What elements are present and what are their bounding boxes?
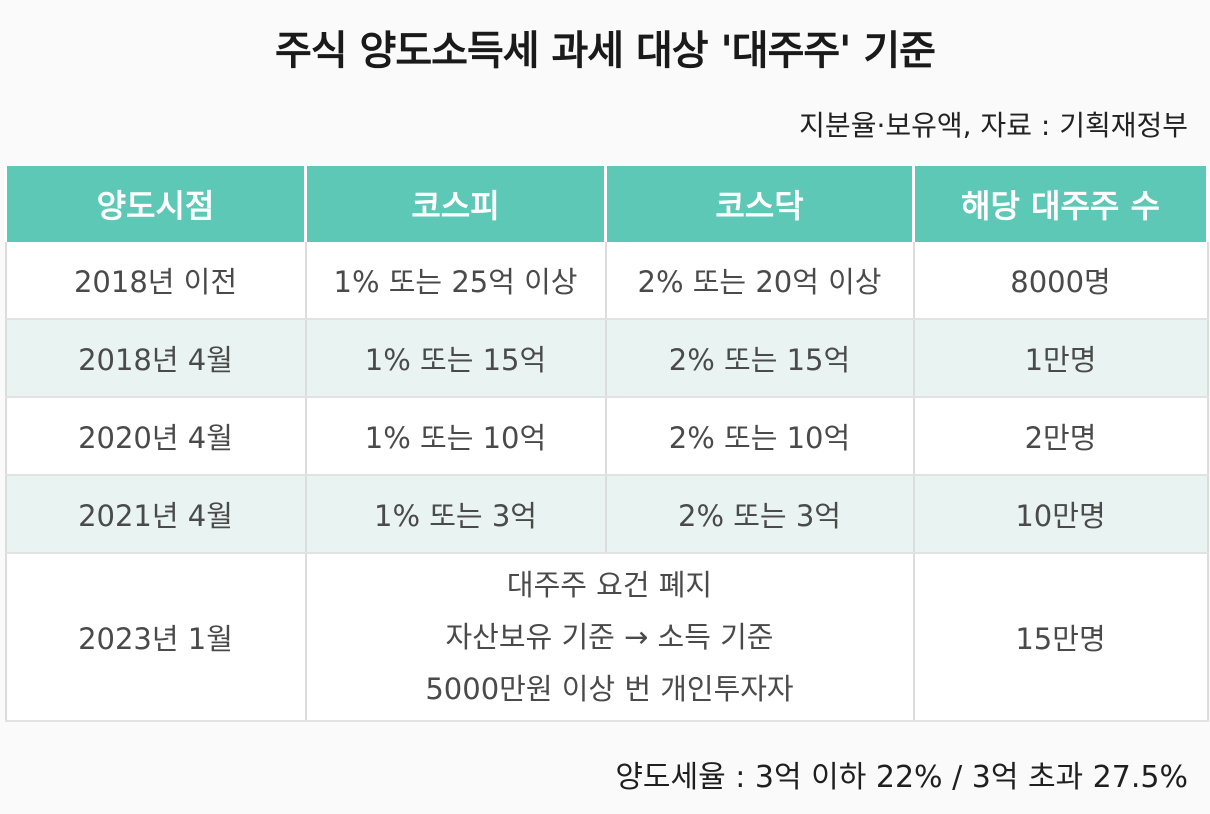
cell-kosdaq: 2% 또는 3억 (604, 475, 915, 554)
cell-rule-change: 대주주 요건 폐지 자산보유 기준 → 소득 기준 5000만원 이상 번 개인… (304, 553, 915, 722)
rule-change-line: 자산보유 기준 → 소득 기준 (445, 620, 774, 654)
cell-kospi: 1% 또는 15억 (304, 319, 607, 398)
table-row: 2023년 1월 대주주 요건 폐지 자산보유 기준 → 소득 기준 5000만… (4, 553, 1209, 722)
major-shareholder-table: 양도시점 코스피 코스닥 해당 대주주 수 2018년 이전 1% 또는 25억… (4, 166, 1209, 722)
rule-change-line: 5000만원 이상 번 개인투자자 (425, 672, 794, 706)
header-kosdaq: 코스닥 (604, 166, 915, 242)
cell-kospi: 1% 또는 10억 (304, 397, 607, 476)
header-kospi: 코스피 (304, 166, 607, 242)
cell-count: 2만명 (912, 397, 1209, 476)
table-row: 2018년 4월 1% 또는 15억 2% 또는 15억 1만명 (4, 319, 1209, 398)
cell-kospi: 1% 또는 3억 (304, 475, 607, 554)
tax-rate-note: 양도세율 : 3억 이하 22% / 3억 초과 27.5% (615, 760, 1188, 795)
cell-transfer-time: 2020년 4월 (4, 397, 307, 476)
cell-kosdaq: 2% 또는 10억 (604, 397, 915, 476)
cell-count: 1만명 (912, 319, 1209, 398)
page-title: 주식 양도소득세 과세 대상 '대주주' 기준 (275, 28, 936, 74)
cell-count: 8000명 (912, 242, 1209, 320)
table-row: 2020년 4월 1% 또는 10억 2% 또는 10억 2만명 (4, 397, 1209, 476)
cell-transfer-time: 2018년 이전 (4, 242, 307, 320)
header-transfer-time: 양도시점 (4, 166, 307, 242)
cell-kosdaq: 2% 또는 20억 이상 (604, 242, 915, 320)
cell-count: 10만명 (912, 475, 1209, 554)
cell-kosdaq: 2% 또는 15억 (604, 319, 915, 398)
cell-transfer-time: 2018년 4월 (4, 319, 307, 398)
cell-count: 15만명 (912, 553, 1209, 722)
table-row: 2018년 이전 1% 또는 25억 이상 2% 또는 20억 이상 8000명 (4, 242, 1209, 320)
cell-transfer-time: 2023년 1월 (4, 553, 307, 722)
cell-transfer-time: 2021년 4월 (4, 475, 307, 554)
header-shareholder-count: 해당 대주주 수 (912, 166, 1209, 242)
source-note: 지분율·보유액, 자료 : 기획재정부 (799, 109, 1188, 142)
table-header-row: 양도시점 코스피 코스닥 해당 대주주 수 (4, 166, 1209, 242)
cell-kospi: 1% 또는 25억 이상 (304, 242, 607, 320)
rule-change-line: 대주주 요건 폐지 (506, 568, 713, 602)
table-row: 2021년 4월 1% 또는 3억 2% 또는 3억 10만명 (4, 475, 1209, 554)
